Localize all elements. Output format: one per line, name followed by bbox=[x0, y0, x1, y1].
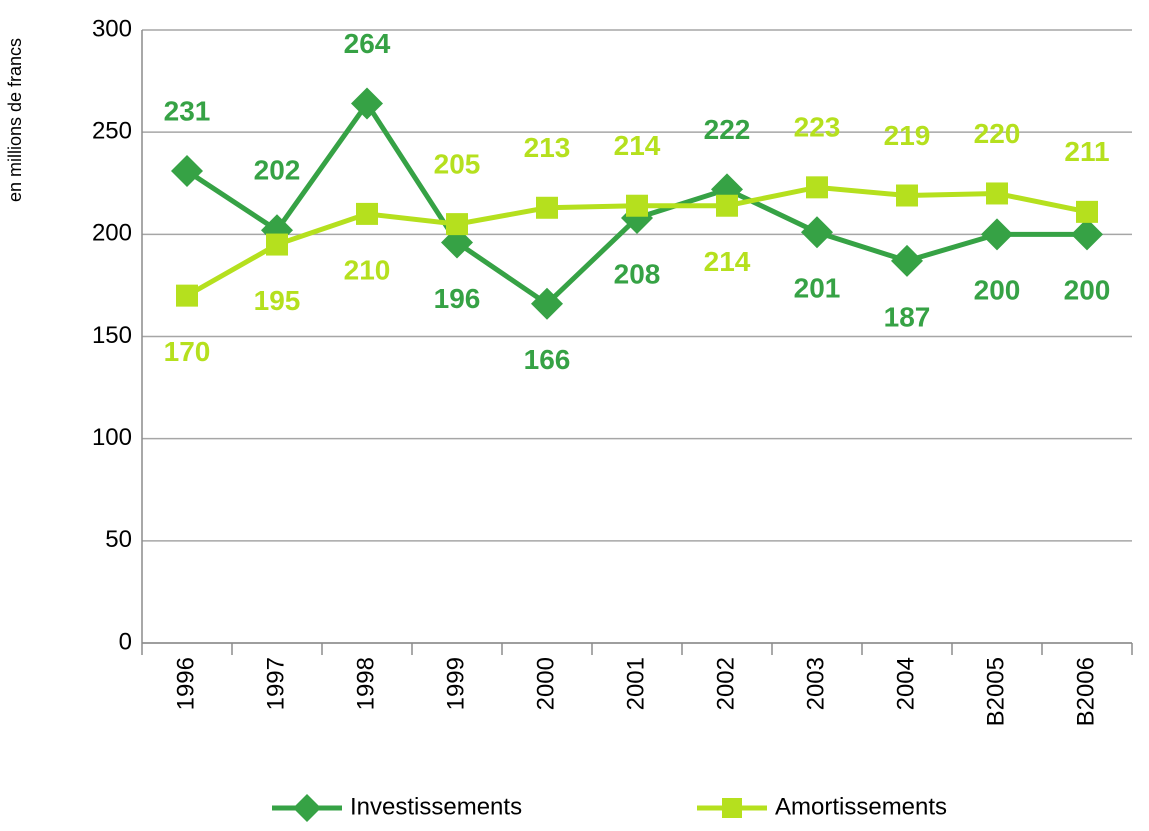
data-label: 187 bbox=[884, 301, 931, 332]
marker bbox=[351, 87, 383, 120]
data-label: 214 bbox=[614, 130, 661, 161]
data-label: 195 bbox=[254, 285, 301, 316]
x-tick-label: 2003 bbox=[802, 657, 829, 710]
data-label: 213 bbox=[524, 132, 571, 163]
data-label: 223 bbox=[794, 112, 841, 143]
x-tick-label: 2000 bbox=[532, 657, 559, 710]
y-tick-label: 150 bbox=[92, 322, 132, 349]
marker bbox=[986, 182, 1008, 205]
x-tick-label: 1996 bbox=[172, 657, 199, 710]
legend-marker bbox=[722, 798, 742, 818]
marker bbox=[1076, 200, 1098, 223]
data-label: 210 bbox=[344, 254, 391, 285]
x-tick-label: 2001 bbox=[622, 657, 649, 710]
marker bbox=[806, 176, 828, 199]
marker bbox=[981, 218, 1013, 251]
data-label: 200 bbox=[974, 275, 1021, 306]
y-tick-label: 250 bbox=[92, 118, 132, 145]
data-label: 200 bbox=[1064, 275, 1111, 306]
marker bbox=[171, 154, 203, 187]
marker bbox=[891, 244, 923, 277]
marker bbox=[266, 233, 288, 256]
x-tick-label: 2004 bbox=[892, 657, 919, 710]
data-label: 202 bbox=[254, 155, 301, 186]
y-tick-label: 300 bbox=[92, 15, 132, 42]
data-label: 214 bbox=[704, 246, 751, 277]
x-tick-label: B2006 bbox=[1072, 657, 1099, 726]
x-tick-label: 1997 bbox=[262, 657, 289, 710]
marker bbox=[356, 202, 378, 225]
legend-label: Amortissements bbox=[775, 793, 947, 820]
y-axis-label: en millions de francs bbox=[5, 38, 25, 202]
data-label: 222 bbox=[704, 114, 751, 145]
x-tick-label: B2005 bbox=[982, 657, 1009, 726]
data-label: 219 bbox=[884, 120, 931, 151]
data-label: 264 bbox=[344, 28, 391, 59]
x-tick-label: 2002 bbox=[712, 657, 739, 710]
y-tick-label: 200 bbox=[92, 220, 132, 247]
data-label: 231 bbox=[164, 95, 211, 126]
marker bbox=[536, 196, 558, 219]
data-label: 208 bbox=[614, 258, 661, 289]
x-tick-label: 1999 bbox=[442, 657, 469, 710]
marker bbox=[531, 287, 563, 320]
data-label: 211 bbox=[1064, 136, 1109, 167]
legend-marker bbox=[293, 794, 321, 822]
data-label: 166 bbox=[524, 344, 571, 375]
marker bbox=[716, 194, 738, 217]
marker bbox=[446, 213, 468, 236]
data-label: 170 bbox=[164, 336, 211, 367]
y-tick-label: 50 bbox=[105, 526, 132, 553]
marker bbox=[801, 216, 833, 249]
y-tick-label: 0 bbox=[119, 628, 132, 655]
x-tick-label: 1998 bbox=[352, 657, 379, 710]
data-label: 196 bbox=[434, 283, 481, 314]
marker bbox=[176, 284, 198, 307]
marker bbox=[1071, 218, 1103, 251]
legend-label: Investissements bbox=[350, 793, 522, 820]
data-label: 205 bbox=[434, 149, 481, 180]
marker bbox=[896, 184, 918, 207]
data-label: 220 bbox=[974, 118, 1021, 149]
data-label: 201 bbox=[794, 273, 841, 304]
y-tick-label: 100 bbox=[92, 424, 132, 451]
marker bbox=[626, 194, 648, 217]
